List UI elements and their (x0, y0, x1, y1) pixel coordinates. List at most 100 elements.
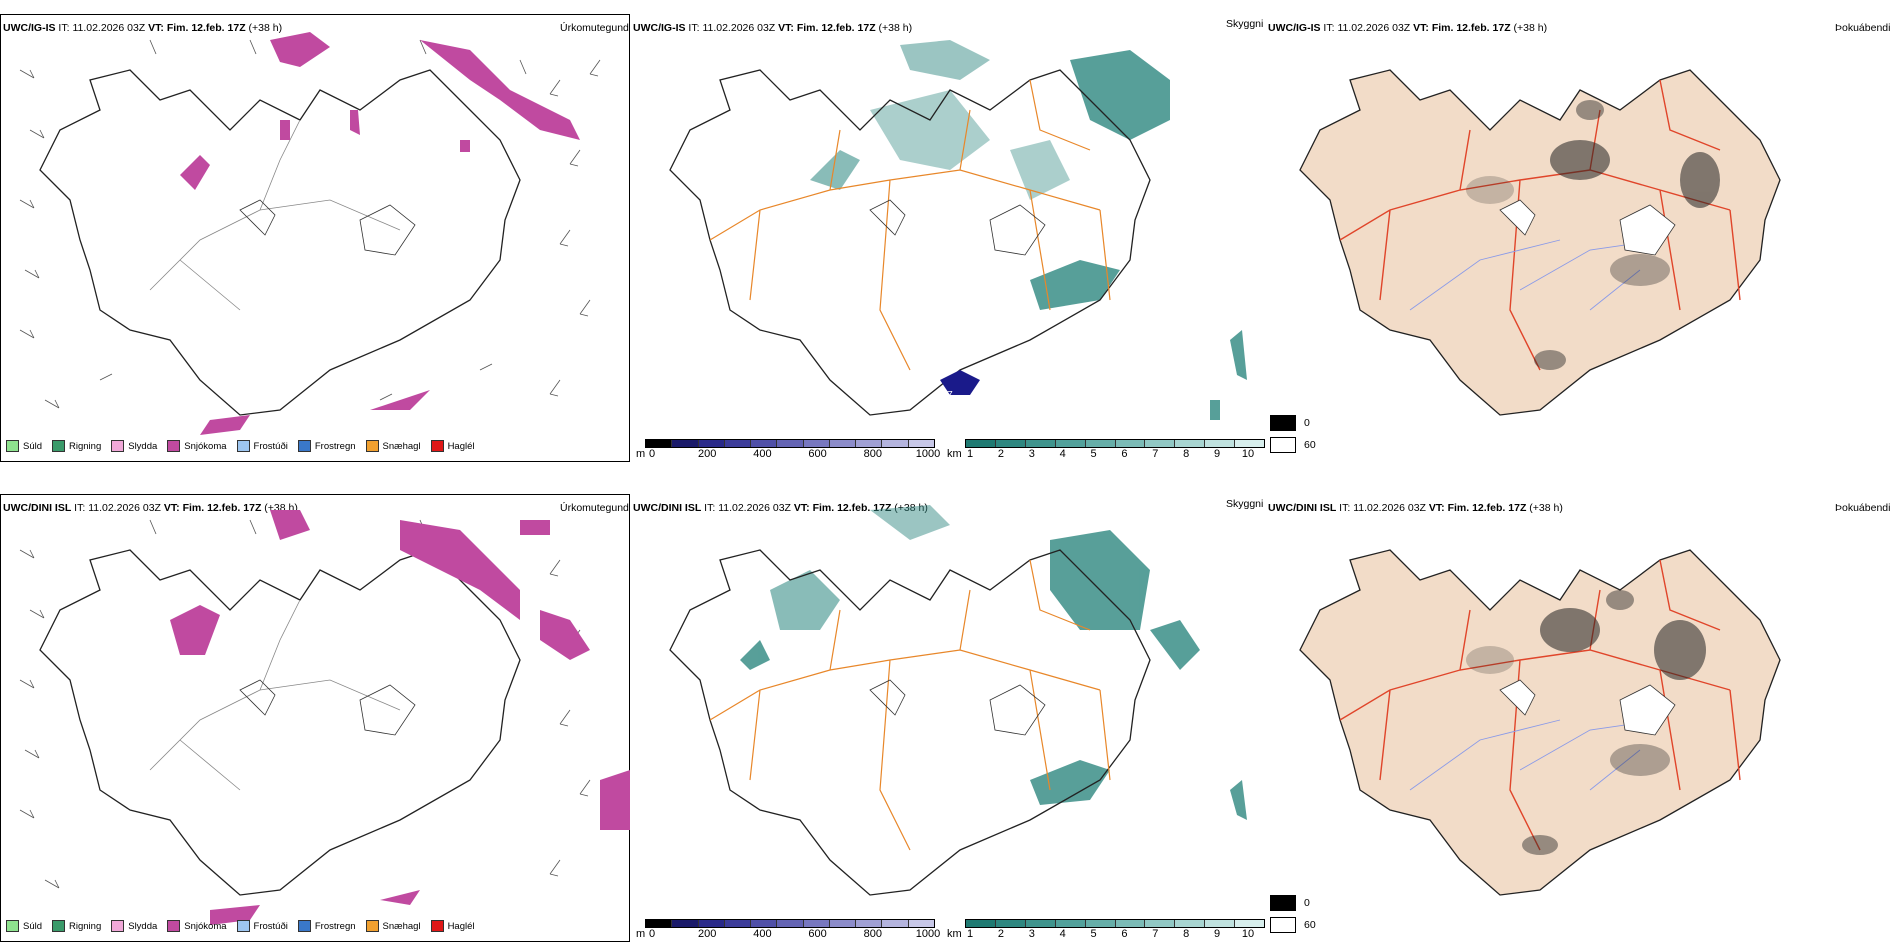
valid-time: Fim. 12.feb. 17Z (166, 22, 246, 34)
swatch-freezing-drizzle (236, 920, 250, 932)
colorbar-tick: 5 (1090, 448, 1097, 460)
vis-label: 66 (1092, 130, 1104, 141)
colorbar-tick: 8 (1183, 928, 1190, 940)
colorbar-cell (1175, 440, 1206, 447)
vis-unit: km (947, 448, 962, 460)
gray-legend-item: 0 (1270, 415, 1316, 431)
colorbar-cell (751, 440, 778, 447)
colorbar-tick: 4 (1059, 928, 1066, 940)
legend-item: Haglél (430, 440, 475, 452)
swatch-white (1270, 917, 1296, 933)
colorbar-tick: 400 (753, 928, 772, 940)
colorbar-tick: 1000 (915, 928, 941, 940)
colorbar-cell (966, 440, 996, 447)
visibility-map: 66 382 124 987 (669, 40, 1247, 420)
colorbar-cell (1115, 440, 1146, 447)
colorbar-cell (1145, 920, 1176, 927)
colorbar-cell (856, 920, 883, 927)
height-ticks: 0 200 400 600 800 1000 (648, 448, 940, 462)
colorbar-cell (908, 440, 934, 447)
colorbar-tick: 0 (648, 448, 656, 460)
vis-colorbar (965, 919, 1265, 928)
legend-item: Snjókoma (167, 440, 227, 452)
colorbar-cell (672, 920, 699, 927)
model-name: UWC/DINI ISL (3, 502, 72, 514)
colorbar-cell (1025, 440, 1056, 447)
colorbar-cell (829, 920, 857, 927)
swatch-snow-pellets (365, 920, 379, 932)
legend-item: Frostúði (236, 440, 288, 452)
swatch-snow-pellets (365, 440, 379, 452)
colorbar-cell (698, 440, 725, 447)
wind-barbs (19, 39, 601, 409)
colorbar-cell (777, 920, 804, 927)
colorbar-cell (1235, 440, 1265, 447)
colorbar-tick: 9 (1214, 928, 1221, 940)
colorbar-cell (803, 920, 830, 927)
swatch-drizzle (6, 440, 19, 452)
swatch-white (1270, 437, 1296, 453)
valid-time: Fim. 12.feb. 17Z (182, 502, 262, 514)
legend-item: Rigning (52, 440, 101, 452)
precip-title: Úrkomutegund (560, 502, 629, 514)
snow-areas (180, 32, 580, 435)
colorbar-cell (1175, 920, 1206, 927)
colorbar-cell (724, 920, 752, 927)
height-colorbar (645, 439, 935, 448)
vis-unit: km (947, 928, 962, 940)
colorbar-cell (803, 440, 830, 447)
init-time: 11.02.2026 03Z (72, 22, 146, 34)
gray-legend: 0 60 (1270, 895, 1316, 933)
vis-ticks: 1 2 3 4 5 6 7 8 9 10 (966, 448, 1254, 462)
precip-map (19, 510, 630, 925)
swatch-hail (430, 920, 444, 932)
colorbar-cell (1055, 920, 1086, 927)
colorbar-cell (777, 440, 804, 447)
colorbar-cell (995, 440, 1026, 447)
precip-panel-frame (0, 494, 630, 942)
colorbar-cell (1145, 440, 1176, 447)
visibility-header: UWC/DINI ISL IT: 11.02.2026 03Z VT: Fim.… (633, 502, 928, 514)
legend-item: Frostregn (297, 920, 356, 932)
colorbar-cell (646, 440, 673, 447)
model-name: UWC/IG-IS (3, 22, 56, 34)
colorbar-tick: 3 (1028, 928, 1035, 940)
colorbar-cell (751, 920, 778, 927)
low-vis-areas (810, 40, 1247, 420)
colorbar-tick: 8 (1183, 448, 1190, 460)
row-bottom: UWC/DINI ISL IT: 11.02.2026 03Z VT: Fim.… (0, 480, 1900, 950)
height-ticks: 0 200 400 600 800 1000 (649, 928, 940, 942)
colorbar-tick: 800 (863, 448, 882, 460)
lead-time: (+38 h) (248, 22, 283, 34)
precip-legend: Súld Rigning Slydda Snjókoma Frostúði Fr… (6, 920, 475, 932)
legend-item: Haglél (430, 920, 475, 932)
vis-label: 451 (892, 626, 909, 637)
colorbar-cell (1055, 440, 1086, 447)
legend-item: Frostúði (236, 920, 288, 932)
fog-shading (1466, 100, 1720, 370)
colorbar-tick: 1000 (915, 448, 941, 460)
colorbar-cell (1085, 440, 1116, 447)
legend-item: Snæhagl (365, 920, 421, 932)
colorbar-tick: 1 (966, 448, 974, 460)
swatch-black (1270, 415, 1296, 431)
height-unit: m (636, 448, 646, 460)
vis-label: 124 (912, 384, 929, 395)
colorbar-cell (724, 440, 752, 447)
visibility-title: Skyggni (1226, 18, 1264, 30)
colorbar-tick: 3 (1028, 448, 1035, 460)
colorbar-cell (829, 440, 857, 447)
legend-item: Frostregn (297, 440, 356, 452)
legend-item: Slydda (111, 440, 157, 452)
swatch-rain (52, 920, 66, 932)
vis-ticks: 1 2 3 4 5 6 7 8 9 10 (967, 928, 1254, 942)
swatch-freezing-rain (297, 920, 311, 932)
colorbar-cell (882, 440, 909, 447)
colorbar-tick: 600 (808, 928, 827, 940)
colorbar-cell (856, 440, 883, 447)
height-colorbar (645, 919, 935, 928)
colorbar-tick: 600 (808, 448, 827, 460)
row-top: UWC/IG-IS IT: 11.02.2026 03Z VT: Fim. 12… (0, 0, 1900, 470)
vis-label: 987 (936, 390, 953, 401)
swatch-snow (167, 920, 181, 932)
